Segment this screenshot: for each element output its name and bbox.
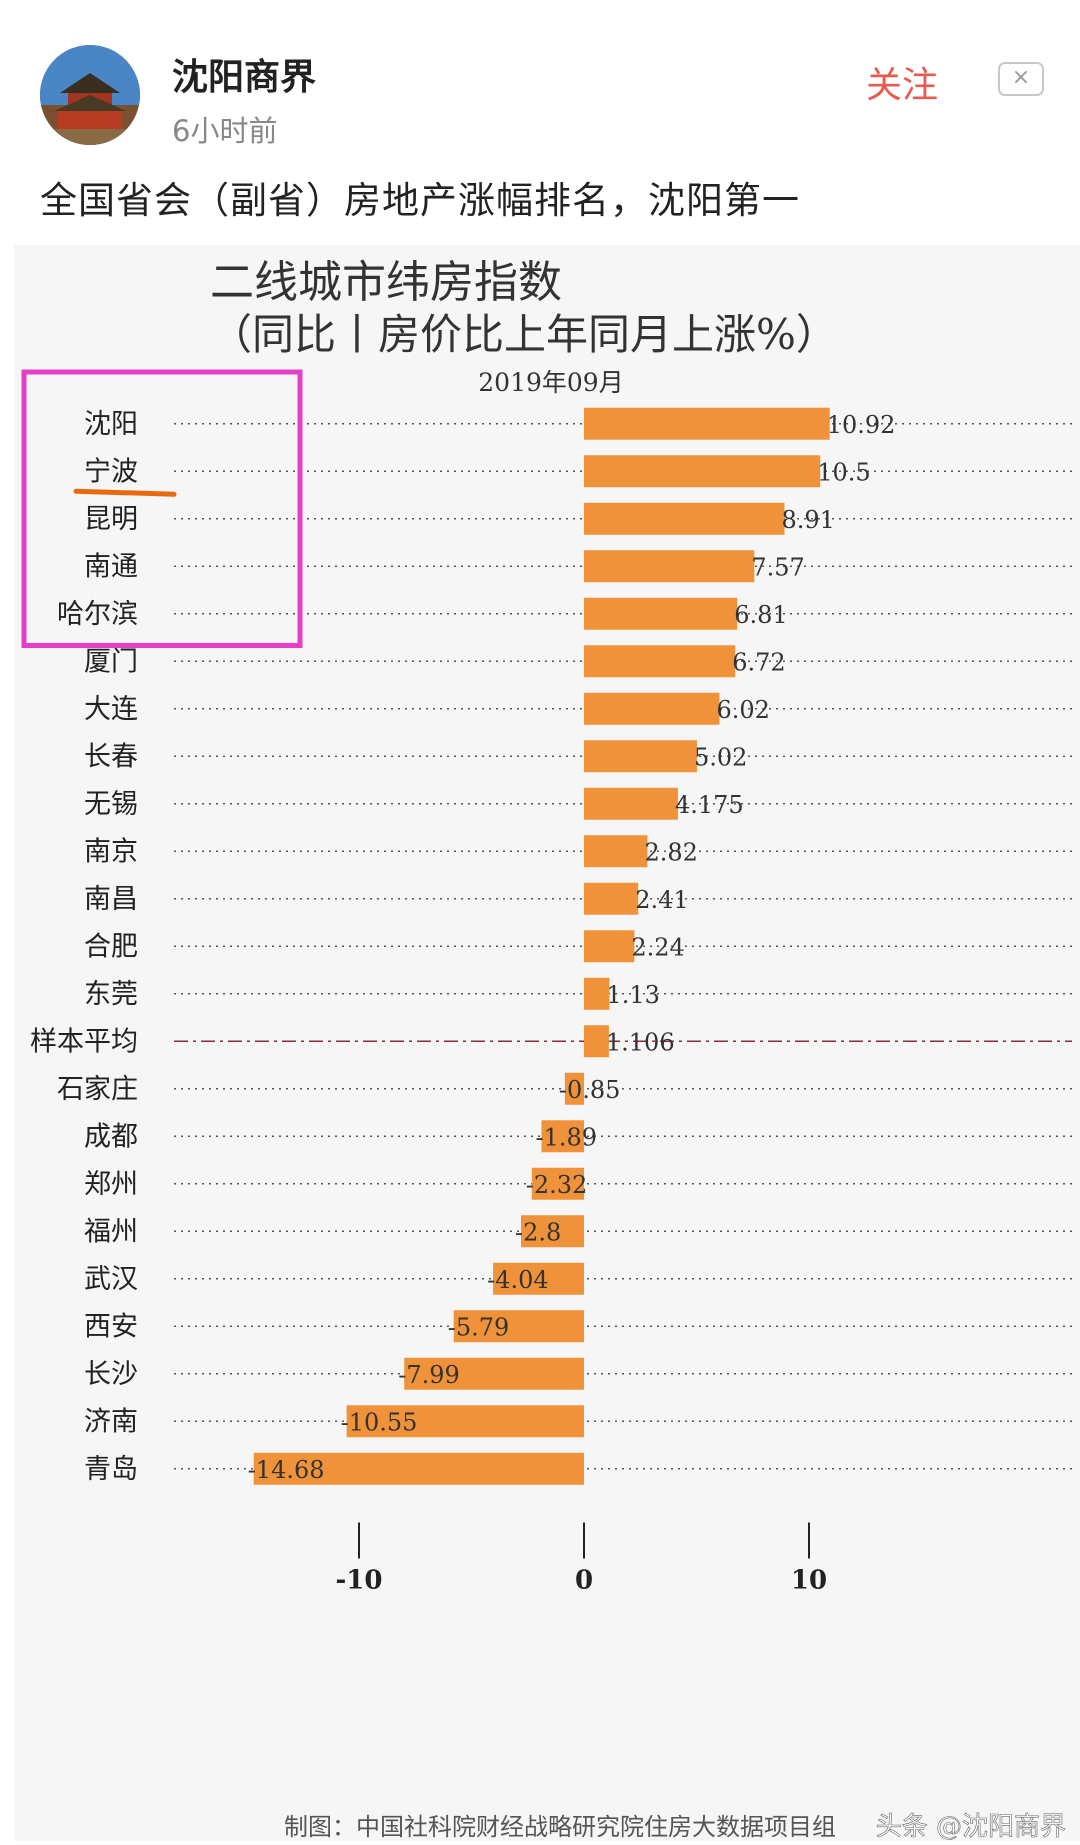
bar [584, 882, 639, 915]
category-label: 武汉 [84, 1264, 138, 1295]
category-label: 昆明 [84, 504, 138, 535]
chart-source: 制图：中国社科院财经战略研究院住房大数据项目组 [284, 1813, 836, 1841]
value-label: -2.32 [526, 1171, 588, 1199]
category-label: 大连 [84, 694, 138, 725]
category-label: 郑州 [84, 1169, 138, 1200]
value-label: -14.68 [248, 1456, 325, 1484]
author-name[interactable]: 沈阳商界 [172, 57, 317, 98]
bar [521, 1215, 584, 1248]
category-label: 东莞 [84, 979, 138, 1010]
chart-title-line1: 二线城市纬房指数 [210, 257, 562, 308]
value-label: 2.82 [644, 838, 697, 866]
bar-chart: 二线城市纬房指数 （同比丨房价比上年同月上涨%） 2019年09月 沈阳 10.9… [21, 257, 1072, 1842]
category-label: 宁波 [84, 456, 138, 487]
value-label: 10.5 [817, 458, 870, 486]
x-tick-label: -10 [336, 1566, 383, 1596]
category-label: 哈尔滨 [57, 599, 138, 630]
bar [564, 1072, 584, 1105]
category-label: 南通 [84, 551, 138, 582]
underline-mark [73, 488, 177, 497]
chart-title-line2: （同比丨房价比上年同月上涨%） [210, 310, 838, 359]
post-headline[interactable]: 全国省会（副省）房地产涨幅排名，沈阳第一 [40, 179, 800, 222]
category-label: 厦门 [84, 646, 138, 677]
highlight-box [21, 369, 303, 648]
category-label: 青岛 [84, 1454, 138, 1485]
value-label: 4.175 [675, 791, 744, 819]
dismiss-button[interactable]: × [998, 62, 1044, 96]
bar [584, 550, 755, 583]
x-tick-label: 10 [791, 1566, 827, 1596]
bar [584, 977, 610, 1010]
bar [404, 1357, 584, 1390]
bar [584, 407, 830, 440]
bar [584, 787, 678, 820]
palace-avatar-image [40, 45, 140, 145]
value-label: 2.24 [631, 933, 684, 961]
post-header: 沈阳商界 6小时前 关注 × 全国省会（副省）房地产涨幅排名，沈阳第一 [0, 0, 1080, 245]
value-label: 8.91 [781, 506, 834, 534]
value-label: -4.04 [487, 1266, 549, 1294]
bar [584, 930, 635, 963]
chart-subtitle: 2019年09月 [478, 368, 623, 397]
category-label: 无锡 [84, 789, 138, 820]
category-label: 合肥 [84, 931, 138, 962]
bar [493, 1262, 584, 1295]
category-label: 石家庄 [57, 1074, 138, 1105]
bar [531, 1167, 584, 1200]
category-label: 福州 [84, 1216, 138, 1247]
category-label: 沈阳 [84, 409, 138, 440]
value-label: -5.79 [448, 1313, 510, 1341]
value-label: -0.85 [559, 1076, 621, 1104]
follow-button[interactable]: 关注 [866, 65, 939, 106]
bar [584, 502, 785, 535]
bar [346, 1405, 584, 1438]
value-label: 1.106 [606, 1028, 675, 1056]
bar [453, 1310, 584, 1343]
bar [584, 740, 697, 773]
bar [584, 692, 720, 725]
bar [584, 1025, 609, 1058]
bar [541, 1120, 584, 1153]
value-label: 2.41 [635, 886, 688, 914]
category-label: 样本平均 [30, 1026, 138, 1057]
value-label: -7.99 [398, 1361, 460, 1389]
value-label: 5.02 [694, 743, 747, 771]
category-label: 成都 [84, 1121, 138, 1152]
value-label: 10.92 [827, 411, 896, 439]
value-label: 6.02 [716, 696, 769, 724]
category-label: 长沙 [84, 1359, 138, 1390]
category-label: 长春 [84, 741, 138, 772]
value-label: 6.81 [734, 601, 787, 629]
category-label: 济南 [84, 1406, 138, 1437]
bar [584, 835, 648, 868]
bar [253, 1452, 584, 1485]
bar [584, 645, 736, 678]
category-label: 南昌 [84, 884, 138, 915]
value-label: 1.13 [606, 981, 659, 1009]
value-label: 7.57 [751, 553, 804, 581]
post-time: 6小时前 [172, 114, 278, 148]
category-label: 西安 [84, 1311, 138, 1342]
value-label: -10.55 [341, 1408, 418, 1436]
value-label: 6.72 [732, 648, 785, 676]
x-tick-label: 0 [575, 1566, 593, 1596]
toutiao-watermark: 头条 @沈阳商界 [876, 1812, 1066, 1841]
value-label: -1.89 [535, 1123, 597, 1151]
author-avatar[interactable] [40, 45, 140, 145]
value-label: -2.8 [515, 1218, 561, 1246]
bar [584, 597, 738, 630]
chart-image: 二线城市纬房指数 （同比丨房价比上年同月上涨%） 2019年09月 沈阳 10.9… [14, 245, 1080, 1842]
bar [584, 455, 821, 488]
category-label: 南京 [84, 836, 138, 867]
